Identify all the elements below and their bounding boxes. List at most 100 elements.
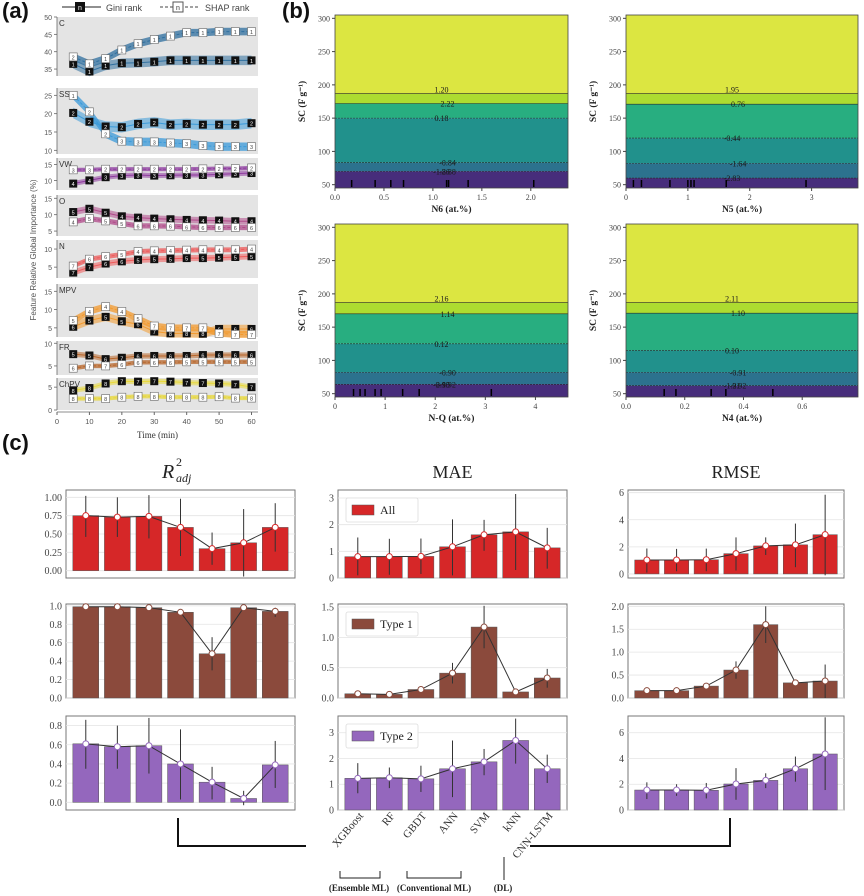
- y-tick-label: 0: [619, 569, 624, 580]
- contour-label: 2.22: [441, 99, 455, 108]
- shap-marker: [68, 165, 78, 175]
- gini-marker: [69, 386, 78, 395]
- y-tick-label: 50: [322, 181, 330, 190]
- shap-marker: [214, 142, 224, 151]
- gini-marker: [150, 377, 159, 386]
- gini-rank-label: 5: [137, 258, 140, 264]
- gini-rank-label: 5: [185, 257, 188, 263]
- contour-label: -2.88: [439, 167, 456, 176]
- shap-band: [73, 91, 252, 151]
- y-tick-label: 1.0: [322, 633, 335, 644]
- y-tick-label: 0.75: [45, 511, 63, 522]
- shap-rank-label: 6: [104, 255, 107, 261]
- shap-marker: [247, 163, 256, 173]
- gini-rank-label: 2: [153, 121, 156, 127]
- gini-marker: [85, 204, 94, 213]
- shap-rank-label: 8: [88, 397, 91, 403]
- y-tick-label: 0.0: [50, 798, 63, 809]
- gini-marker: [215, 56, 224, 65]
- gini-rank-label: 1: [201, 59, 204, 65]
- feature-panel-mpv: 51015MPV655567888666544457777777: [44, 284, 258, 339]
- metric-title-r2: R: [161, 461, 174, 483]
- shap-rank-label: 7: [218, 332, 221, 338]
- mean-marker: [643, 687, 651, 695]
- gini-rank-label: 6: [153, 354, 156, 360]
- contour-label: 1.10: [731, 309, 745, 318]
- gini-marker: [101, 122, 110, 131]
- gini-marker: [247, 324, 256, 333]
- gini-marker: [117, 317, 126, 326]
- gini-rank-label: 5: [120, 320, 123, 326]
- shap-marker: [133, 137, 143, 147]
- shap-rank-label: 4: [218, 248, 221, 254]
- panel-label-a: (a): [2, 0, 29, 23]
- gini-rank-label: 1: [137, 61, 140, 67]
- gini-rank-label: 8: [88, 387, 91, 393]
- shap-rank-label: 8: [72, 397, 75, 403]
- shap-marker: [149, 246, 159, 256]
- gini-marker: [198, 56, 207, 65]
- gini-marker: [231, 120, 240, 129]
- gini-marker: [182, 215, 191, 224]
- shap-marker: [117, 307, 127, 316]
- legend-shap-marker: [172, 1, 184, 13]
- gini-rank-label: 4: [218, 219, 221, 225]
- shap-marker: [231, 223, 240, 232]
- y-tick-label: 10: [44, 178, 52, 185]
- gini-rank-label: 2: [72, 111, 75, 117]
- x-tick-label: 1: [383, 402, 387, 411]
- mean-marker: [177, 608, 184, 616]
- gini-marker: [215, 379, 224, 388]
- gini-marker: [247, 56, 256, 65]
- legend-swatch: [351, 730, 375, 742]
- gini-marker: [134, 377, 143, 386]
- gini-rank-label: 7: [218, 382, 221, 388]
- shap-rank-label: 4: [153, 249, 156, 255]
- shap-marker: [133, 164, 143, 174]
- group-label-conventional: (Conventional ML): [397, 883, 471, 893]
- shap-marker: [214, 357, 224, 367]
- shap-rank-label: 7: [250, 333, 253, 339]
- shap-marker: [68, 52, 78, 62]
- gini-rank-label: 5: [72, 353, 75, 359]
- plot-frame: [334, 223, 569, 398]
- shap-rank-label: 4: [88, 310, 91, 316]
- mean-marker: [732, 550, 740, 558]
- gini-rank-label: 6: [169, 354, 172, 360]
- bar-subplot-type2-0: 0.0 0.2 0.4 0.6 0.8: [50, 715, 296, 811]
- gini-marker: [182, 351, 191, 360]
- mean-marker: [113, 743, 121, 751]
- contour-band: [335, 384, 568, 397]
- panel-label-c: (c): [2, 430, 29, 455]
- shap-marker: [214, 27, 224, 36]
- mean-marker: [82, 603, 90, 611]
- mean-marker: [791, 679, 799, 687]
- y-tick-label: 300: [318, 14, 330, 23]
- gini-rank-label: 7: [250, 386, 253, 392]
- gini-marker: [182, 56, 191, 65]
- y-tick-label: 0.2: [50, 779, 63, 790]
- shap-rank-label: 7: [88, 364, 91, 370]
- gini-rank-label: 7: [120, 380, 123, 386]
- y-tick-label: 0.6: [50, 638, 63, 649]
- y-tick-label: 0: [619, 806, 624, 817]
- mean-marker: [145, 742, 153, 750]
- gini-rank-label: 1: [88, 70, 91, 76]
- metric-title-r2-sub: adj: [176, 471, 192, 485]
- shap-marker: [149, 221, 159, 231]
- gini-rank-label: 1: [234, 59, 237, 65]
- shap-marker: [198, 357, 208, 367]
- gini-marker: [231, 324, 240, 333]
- bar: [135, 607, 163, 699]
- x-tick-label: 4: [533, 402, 537, 411]
- bracket-conventional: [406, 871, 462, 879]
- shap-rank-label: 8: [137, 395, 140, 401]
- x-tick-label: 1: [686, 193, 690, 202]
- y-tick-label: 300: [318, 223, 330, 232]
- shap-rank-label: 8: [169, 396, 172, 402]
